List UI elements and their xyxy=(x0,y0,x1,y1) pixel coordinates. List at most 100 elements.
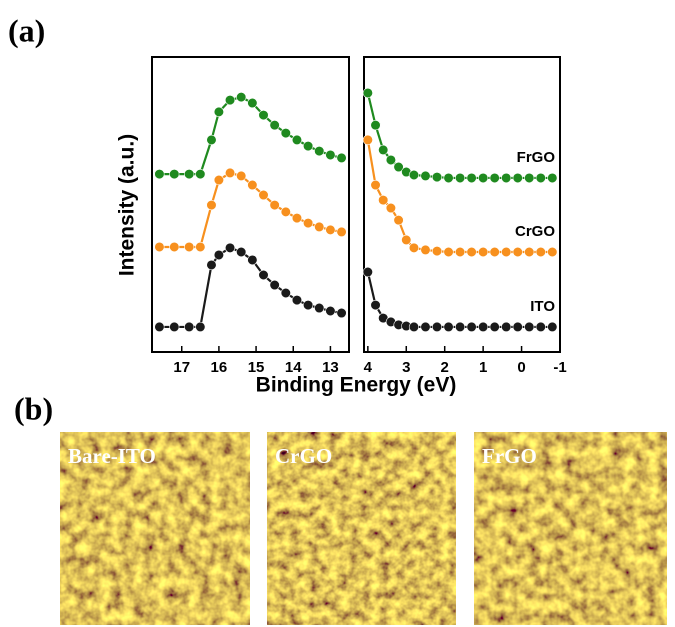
x-tick-label: 2 xyxy=(441,359,449,376)
data-point xyxy=(478,173,488,183)
data-point xyxy=(270,120,280,130)
data-point xyxy=(155,242,165,252)
x-tick-label: 0 xyxy=(517,359,525,376)
data-point xyxy=(432,322,442,332)
data-point xyxy=(409,243,419,253)
data-point xyxy=(501,173,511,183)
data-point xyxy=(270,280,280,290)
x-tick-label: 17 xyxy=(173,359,190,376)
legend-label: CrGO xyxy=(515,223,555,240)
data-point xyxy=(326,150,336,160)
data-point xyxy=(259,110,269,120)
data-point xyxy=(184,169,194,179)
data-point xyxy=(444,173,454,183)
series-line xyxy=(159,97,341,174)
data-point xyxy=(501,322,511,332)
data-point xyxy=(281,128,291,138)
data-point xyxy=(248,255,258,265)
data-point xyxy=(184,242,194,252)
data-point xyxy=(394,215,404,225)
x-tick-label: 16 xyxy=(211,359,228,376)
legend-label: ITO xyxy=(530,298,555,315)
data-point xyxy=(214,250,224,260)
data-point xyxy=(548,322,558,332)
data-point xyxy=(490,247,500,257)
data-point xyxy=(225,168,235,178)
figure: (a) (b) Intensity (a.u.) Binding Energy … xyxy=(0,0,675,627)
data-point xyxy=(207,200,217,210)
data-point xyxy=(490,173,500,183)
data-point xyxy=(281,288,291,298)
data-point xyxy=(170,242,180,252)
data-point xyxy=(421,322,431,332)
data-point xyxy=(467,247,477,257)
data-point xyxy=(386,203,396,213)
data-point xyxy=(513,173,523,183)
data-point xyxy=(292,295,302,305)
data-point xyxy=(337,308,347,318)
data-point xyxy=(401,235,411,245)
data-point xyxy=(536,247,546,257)
data-point xyxy=(236,171,246,181)
legend-label: FrGO xyxy=(517,149,556,166)
data-point xyxy=(409,322,419,332)
panel-label: (b) xyxy=(14,390,53,426)
data-point xyxy=(281,207,291,217)
image-label: Bare-ITO xyxy=(68,444,156,468)
data-point xyxy=(444,322,454,332)
data-point xyxy=(314,146,324,156)
data-point xyxy=(501,247,511,257)
data-point xyxy=(409,170,419,180)
data-point xyxy=(214,107,224,117)
data-point xyxy=(455,322,465,332)
data-point xyxy=(524,247,534,257)
data-point xyxy=(337,153,347,163)
data-point xyxy=(259,270,269,280)
data-point xyxy=(536,173,546,183)
data-point xyxy=(421,171,431,181)
y-axis-label: Intensity (a.u.) xyxy=(116,134,139,276)
data-point xyxy=(363,135,373,145)
image-label: CrGO xyxy=(275,444,332,468)
data-point xyxy=(292,213,302,223)
data-point xyxy=(303,218,313,228)
data-point xyxy=(421,245,431,255)
data-point xyxy=(196,169,206,179)
data-point xyxy=(170,322,180,332)
data-point xyxy=(548,173,558,183)
data-point xyxy=(155,322,165,332)
data-point xyxy=(490,322,500,332)
data-point xyxy=(337,227,347,237)
data-point xyxy=(371,300,381,310)
data-point xyxy=(363,88,373,98)
data-point xyxy=(513,322,523,332)
panel-label: (a) xyxy=(8,12,45,48)
x-tick-label: 14 xyxy=(285,359,302,376)
data-point xyxy=(513,247,523,257)
data-point xyxy=(270,200,280,210)
data-point xyxy=(207,135,217,145)
data-point xyxy=(196,242,206,252)
data-point xyxy=(378,195,388,205)
data-point xyxy=(524,173,534,183)
x-tick-label: 15 xyxy=(248,359,265,376)
data-point xyxy=(432,246,442,256)
data-point xyxy=(236,92,246,102)
data-point xyxy=(292,135,302,145)
data-point xyxy=(444,247,454,257)
data-point xyxy=(371,180,381,190)
data-point xyxy=(524,322,534,332)
x-tick-label: 1 xyxy=(479,359,487,376)
data-point xyxy=(196,322,206,332)
data-point xyxy=(467,173,477,183)
data-point xyxy=(248,98,258,108)
data-point xyxy=(303,300,313,310)
data-point xyxy=(363,267,373,277)
data-point xyxy=(326,225,336,235)
data-point xyxy=(248,180,258,190)
data-point xyxy=(314,303,324,313)
data-point xyxy=(303,141,313,151)
data-point xyxy=(478,247,488,257)
image-label: FrGO xyxy=(482,444,537,468)
data-point xyxy=(478,322,488,332)
